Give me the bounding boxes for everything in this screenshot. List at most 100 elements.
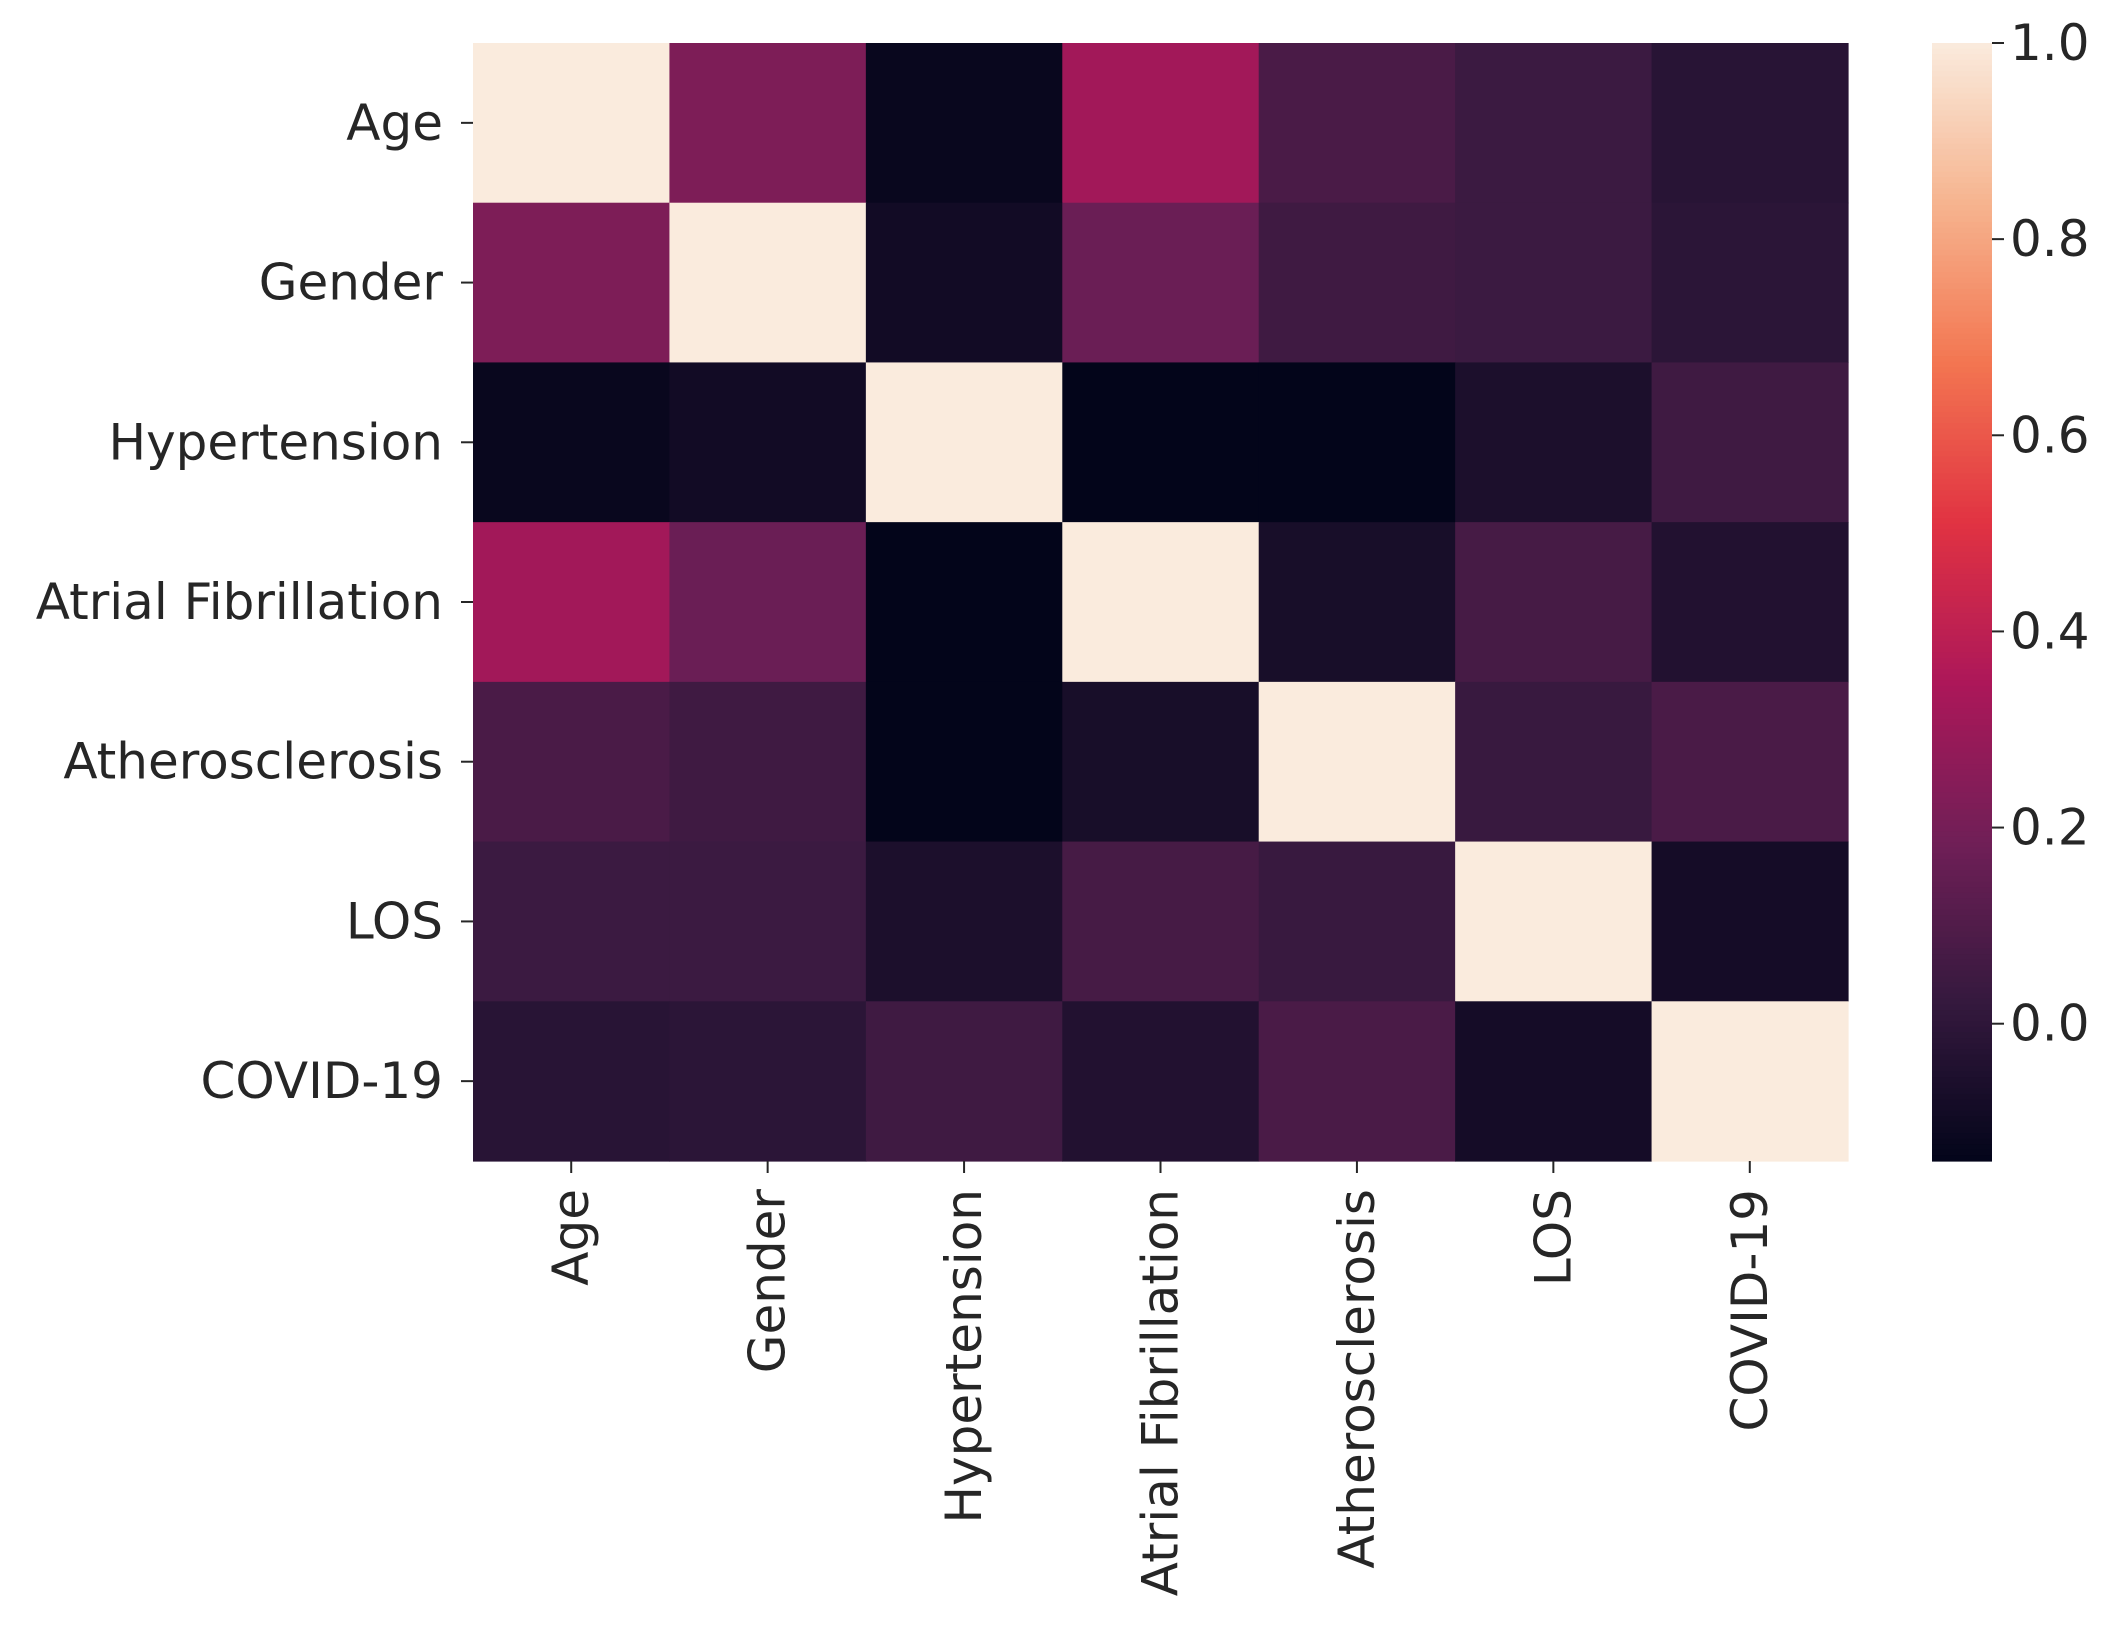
colorbar-segment: [1932, 479, 1992, 486]
colorbar-segment: [1932, 697, 1992, 704]
colorbar-segment: [1932, 473, 1992, 480]
colorbar-segment: [1932, 199, 1992, 206]
heatmap-cell-1-3: [1062, 202, 1260, 364]
colorbar-segment: [1932, 121, 1992, 128]
heatmap-cell-2-1: [669, 362, 867, 523]
colorbar-segment: [1932, 411, 1992, 419]
colorbar-segment: [1932, 372, 1992, 379]
heatmap-cell-3-2: [865, 522, 1063, 683]
colorbar-segment: [1932, 831, 1992, 838]
colorbar-segment: [1932, 104, 1992, 111]
colorbar-segment: [1932, 311, 1992, 318]
colorbar-segment: [1932, 110, 1992, 117]
heatmap-cell-6-4: [1258, 1001, 1456, 1162]
colorbar-segment: [1932, 769, 1992, 776]
colorbar-segment: [1932, 65, 1992, 72]
colorbar-segment: [1932, 976, 1992, 983]
colorbar-segment: [1932, 534, 1992, 542]
colorbar-tick-label: 0.8: [2010, 210, 2090, 268]
colorbar-segment: [1932, 160, 1992, 167]
colorbar-segment: [1932, 663, 1992, 670]
colorbar-segment: [1932, 1065, 1992, 1073]
colorbar-segment: [1932, 741, 1992, 748]
colorbar-segment: [1932, 1071, 1992, 1078]
colorbar-segment: [1932, 965, 1992, 972]
colorbar-segment: [1932, 216, 1992, 223]
colorbar-segment: [1932, 1144, 1992, 1151]
colorbar-segment: [1932, 836, 1992, 843]
colorbar-segment: [1932, 669, 1992, 676]
colorbar-segment: [1932, 43, 1992, 50]
heatmap-cell-4-5: [1455, 681, 1653, 843]
colorbar-segment: [1932, 70, 1992, 78]
colorbar-segment: [1932, 495, 1992, 502]
heatmap-cell-1-6: [1651, 202, 1849, 364]
colorbar-segment: [1932, 551, 1992, 558]
colorbar-segment: [1932, 780, 1992, 788]
heatmap-cell-5-1: [669, 841, 867, 1002]
colorbar-segment: [1932, 261, 1992, 268]
colorbar-segment: [1932, 383, 1992, 391]
colorbar-segment: [1932, 490, 1992, 497]
heatmap-cell-1-1: [669, 202, 867, 364]
colorbar-segment: [1932, 814, 1992, 821]
colorbar-tick-label: 0.0: [2010, 995, 2090, 1053]
colorbar-segment: [1932, 361, 1992, 368]
x-tick-label: Gender: [739, 1189, 797, 1374]
colorbar-segment: [1932, 467, 1992, 475]
colorbar-segment: [1932, 719, 1992, 726]
colorbar-segment: [1932, 423, 1992, 430]
heatmap-cell-6-1: [669, 1001, 867, 1162]
colorbar-segment: [1932, 389, 1992, 396]
heatmap-cell-5-5: [1455, 841, 1653, 1002]
heatmap-cell-6-0: [473, 1001, 671, 1162]
colorbar-segment: [1932, 758, 1992, 765]
y-tick-label: COVID-19: [200, 1052, 443, 1110]
colorbar-segment: [1932, 607, 1992, 614]
colorbar-segment: [1932, 959, 1992, 966]
colorbar-segment: [1932, 1110, 1992, 1117]
colorbar-segment: [1932, 188, 1992, 195]
heatmap-cell-2-5: [1455, 362, 1653, 523]
colorbar-segment: [1932, 439, 1992, 447]
colorbar-segment: [1932, 685, 1992, 693]
colorbar-segment: [1932, 339, 1992, 346]
colorbar-segment: [1932, 400, 1992, 407]
heatmap-cell-0-0: [473, 43, 671, 204]
x-tick-label: Atherosclerosis: [1328, 1189, 1386, 1569]
colorbar-segment: [1932, 244, 1992, 251]
colorbar-segment: [1932, 1093, 1992, 1101]
colorbar-segment: [1932, 875, 1992, 883]
colorbar-segment: [1932, 579, 1992, 586]
colorbar-segment: [1932, 926, 1992, 933]
heatmap-cell-6-2: [865, 1001, 1063, 1162]
colorbar-segment: [1932, 115, 1992, 122]
heatmap-cell-3-3: [1062, 522, 1260, 683]
colorbar-segment: [1932, 149, 1992, 156]
colorbar-segment: [1932, 456, 1992, 463]
colorbar-segment: [1932, 272, 1992, 279]
colorbar-segment: [1932, 562, 1992, 570]
colorbar-segment: [1932, 367, 1992, 374]
y-tick-label: LOS: [346, 892, 443, 950]
colorbar-segment: [1932, 1099, 1992, 1106]
x-tick-label: Hypertension: [935, 1189, 993, 1524]
colorbar-segment: [1932, 428, 1992, 435]
colorbar-segment: [1932, 126, 1992, 134]
colorbar-segment: [1932, 618, 1992, 625]
colorbar-segment: [1932, 730, 1992, 737]
heatmap-cell-4-3: [1062, 681, 1260, 843]
colorbar-segment: [1932, 652, 1992, 659]
heatmap-cell-2-2: [865, 362, 1063, 523]
colorbar-segment: [1932, 93, 1992, 100]
colorbar-segment: [1932, 590, 1992, 598]
heatmap-cell-0-2: [865, 43, 1063, 204]
x-tick-label: Age: [542, 1189, 600, 1286]
colorbar-segment: [1932, 328, 1992, 335]
colorbar-segment: [1932, 864, 1992, 871]
colorbar-segment: [1932, 266, 1992, 273]
colorbar-segment: [1932, 288, 1992, 296]
colorbar-segment: [1932, 233, 1992, 240]
y-tick-label: Atrial Fibrillation: [36, 573, 443, 631]
colorbar-segment: [1932, 820, 1992, 827]
